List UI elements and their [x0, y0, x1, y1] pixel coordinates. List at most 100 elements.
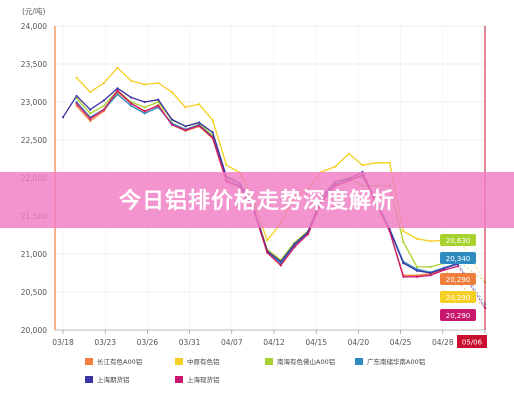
- data-point: [184, 129, 187, 132]
- data-point: [306, 233, 310, 236]
- price-tag-background: [440, 309, 476, 321]
- y-tick-label: 21,000: [21, 250, 47, 259]
- data-point: [388, 230, 391, 233]
- headline-text: 今日铝排价格走势深度解析: [119, 188, 395, 214]
- x-tick-label: 03/31: [179, 338, 201, 347]
- price-tag-background: [440, 234, 476, 246]
- price-tag-background: [440, 273, 476, 285]
- x-tick-label: 03/18: [52, 338, 74, 347]
- data-point: [443, 268, 446, 272]
- data-point: [184, 106, 187, 109]
- data-point: [170, 123, 174, 126]
- current-date-tag-background: [457, 335, 487, 348]
- legend-item: 南海有色佛山A00铝: [265, 357, 335, 366]
- data-point: [402, 240, 405, 243]
- watermark-text: 头条 @上海锦铝金属: [404, 373, 507, 387]
- data-point: [89, 112, 92, 115]
- price-tag-label: 20,340: [446, 255, 471, 263]
- data-point: [102, 81, 105, 85]
- data-point: [211, 131, 214, 134]
- data-point: [143, 83, 146, 86]
- data-point: [143, 110, 146, 113]
- data-point: [89, 117, 92, 120]
- x-tick-label: 04/12: [263, 338, 285, 347]
- price-tag-background: [440, 291, 476, 303]
- data-point: [429, 271, 432, 275]
- data-point: [293, 246, 296, 249]
- data-point: [415, 269, 419, 272]
- data-point: [75, 100, 78, 104]
- data-point: [402, 230, 405, 233]
- legend-label: 上海现货铝: [187, 375, 220, 384]
- data-point: [170, 122, 174, 125]
- legend-swatch: [175, 376, 183, 383]
- data-point: [116, 66, 119, 69]
- data-point: [170, 118, 174, 121]
- y-tick-label: 24,000: [21, 22, 47, 31]
- series-connector: [76, 89, 486, 309]
- price-tag: 20,340: [440, 252, 476, 264]
- axes-layer: (元/吨)20,00020,50021,00021,50022,00022,50…: [21, 6, 486, 347]
- data-point: [374, 161, 378, 164]
- y-tick-label: 22,500: [21, 136, 47, 145]
- data-point: [75, 76, 78, 79]
- data-point: [429, 265, 432, 269]
- price-tag: 20,630: [440, 234, 476, 246]
- y-tick-label: 23,000: [21, 98, 47, 107]
- data-point: [279, 264, 282, 267]
- data-point: [266, 239, 269, 242]
- y-tick-label: 20,500: [21, 288, 47, 297]
- legend-item: 上海期货铝: [85, 375, 130, 384]
- legend-label: 中原有色铝: [187, 357, 220, 366]
- x-tick-label: 04/15: [305, 338, 327, 347]
- data-point: [129, 102, 133, 105]
- legend-swatch: [355, 358, 363, 365]
- x-tick-label: 03/23: [94, 338, 116, 347]
- data-point: [415, 237, 419, 240]
- data-point: [402, 262, 405, 265]
- data-point: [116, 89, 119, 92]
- data-point: [225, 163, 228, 167]
- data-point: [402, 275, 405, 278]
- data-point: [61, 116, 65, 119]
- data-point: [116, 93, 119, 96]
- data-point: [102, 108, 105, 111]
- data-point: [198, 121, 201, 124]
- price-tag: 20,290: [440, 309, 476, 321]
- legend-item: 广东南储华南A00铝: [355, 357, 425, 366]
- x-tick-label: 04/28: [432, 338, 454, 347]
- legend-swatch: [85, 376, 93, 383]
- price-tag-label: 20,290: [446, 312, 471, 320]
- price-tag-label: 20,290: [446, 276, 471, 284]
- legend-swatch: [175, 358, 183, 365]
- data-point: [157, 104, 160, 107]
- data-point: [75, 94, 78, 98]
- data-point: [102, 99, 105, 102]
- data-point: [143, 106, 146, 109]
- data-point: [361, 163, 364, 167]
- data-point: [184, 125, 187, 128]
- data-point: [89, 119, 92, 123]
- data-point: [388, 161, 391, 164]
- price-tag: 20,290: [440, 273, 476, 285]
- x-tick-label: 04/20: [348, 338, 370, 347]
- watermark: 头条 @上海锦铝金属: [404, 373, 507, 387]
- data-point: [89, 91, 92, 94]
- data-point: [429, 274, 432, 277]
- y-unit-label: (元/吨): [22, 6, 45, 16]
- data-point: [415, 274, 419, 277]
- headline-banner: 今日铝排价格走势深度解析: [0, 172, 514, 228]
- data-point: [75, 102, 78, 105]
- data-point: [334, 165, 337, 168]
- price-tag-label: 20,290: [446, 294, 471, 302]
- data-point: [198, 124, 201, 127]
- data-point: [266, 251, 269, 254]
- data-point: [198, 103, 201, 106]
- data-point: [143, 100, 146, 104]
- x-tick-label: 04/25: [390, 338, 412, 347]
- data-point: [129, 79, 133, 82]
- data-point: [415, 265, 419, 269]
- legend-label: 上海期货铝: [97, 375, 130, 384]
